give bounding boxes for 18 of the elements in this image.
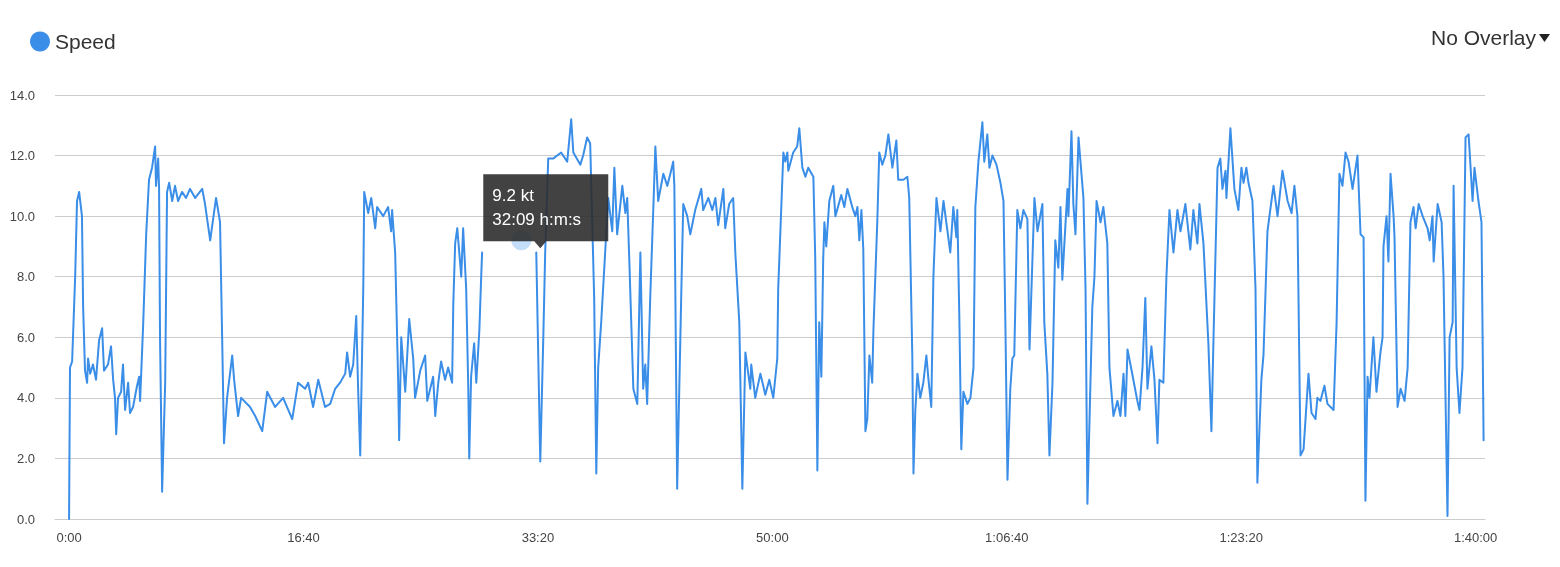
- text: No Overlay: [1430, 25, 1536, 51]
- annotation: 9.2 kt 32:09 h:m:s: [492, 185, 582, 229]
- x-tick-label: 1:40:00: [1453, 530, 1498, 545]
- x-tick-label: 1:06:40: [985, 530, 1029, 545]
- y-tick-label: 8.0: [16, 269, 35, 285]
- x-tick-label: 50:00: [756, 530, 789, 545]
- y-tick-label: 4.0: [16, 390, 35, 406]
- y-tick-label: 14.0: [9, 87, 35, 103]
- y-tick-label: 12.0: [9, 148, 35, 164]
- x-tick-label: 1:23:20: [1219, 530, 1263, 545]
- x-tick-label: 33:20: [521, 530, 555, 545]
- y-tick-label: 10.0: [9, 208, 35, 224]
- x-tick-label: 16:40: [287, 530, 320, 545]
- y-tick-label: 6.0: [16, 329, 35, 345]
- y-tick-label: 0.0: [16, 511, 35, 527]
- y-tick-label: 2.0: [16, 450, 35, 466]
- legend-label: Speed: [55, 30, 116, 53]
- x-tick-label: 0:00: [56, 530, 82, 545]
